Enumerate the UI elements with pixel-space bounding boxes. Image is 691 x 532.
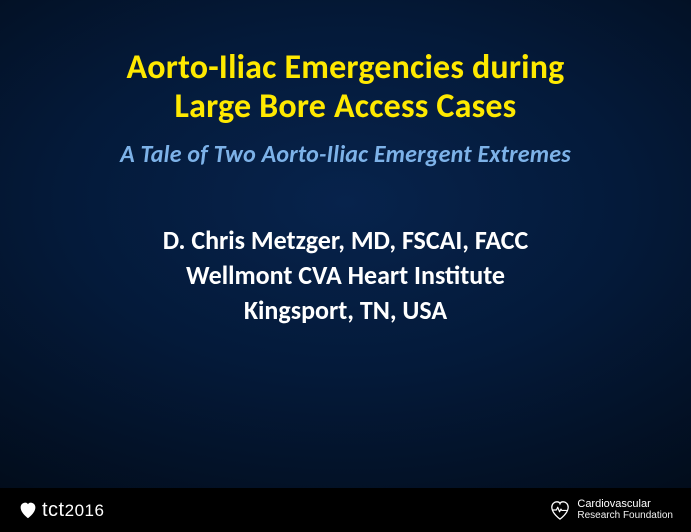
slide-footer: tct2016 Cardiovascular Research Foundati… xyxy=(0,488,691,532)
crf-line2: Research Foundation xyxy=(577,511,673,522)
footer-right-logo: Cardiovascular Research Foundation xyxy=(549,499,673,521)
tct-year: 2016 xyxy=(65,501,105,520)
author-block: D. Chris Metzger, MD, FSCAI, FACC Wellmo… xyxy=(163,223,529,328)
tct-prefix: tct xyxy=(42,499,65,521)
title-line-2: Large Bore Access Cases xyxy=(127,87,565,126)
title-line-1: Aorto-Iliac Emergencies during xyxy=(127,48,565,87)
footer-left-logo: tct2016 xyxy=(18,499,104,522)
author-location: Kingsport, TN, USA xyxy=(163,293,529,328)
crf-line1: Cardiovascular xyxy=(577,499,673,511)
crf-text: Cardiovascular Research Foundation xyxy=(577,499,673,521)
heart-icon xyxy=(18,501,38,519)
author-name: D. Chris Metzger, MD, FSCAI, FACC xyxy=(163,223,529,258)
slide-subtitle: A Tale of Two Aorto-Iliac Emergent Extre… xyxy=(120,140,571,169)
author-institution: Wellmont CVA Heart Institute xyxy=(163,258,529,293)
slide: Aorto-Iliac Emergencies during Large Bor… xyxy=(0,0,691,532)
tct-logo-text: tct2016 xyxy=(42,499,104,522)
crf-heart-icon xyxy=(549,500,571,520)
slide-title: Aorto-Iliac Emergencies during Large Bor… xyxy=(127,48,565,126)
slide-content: Aorto-Iliac Emergencies during Large Bor… xyxy=(0,0,691,488)
